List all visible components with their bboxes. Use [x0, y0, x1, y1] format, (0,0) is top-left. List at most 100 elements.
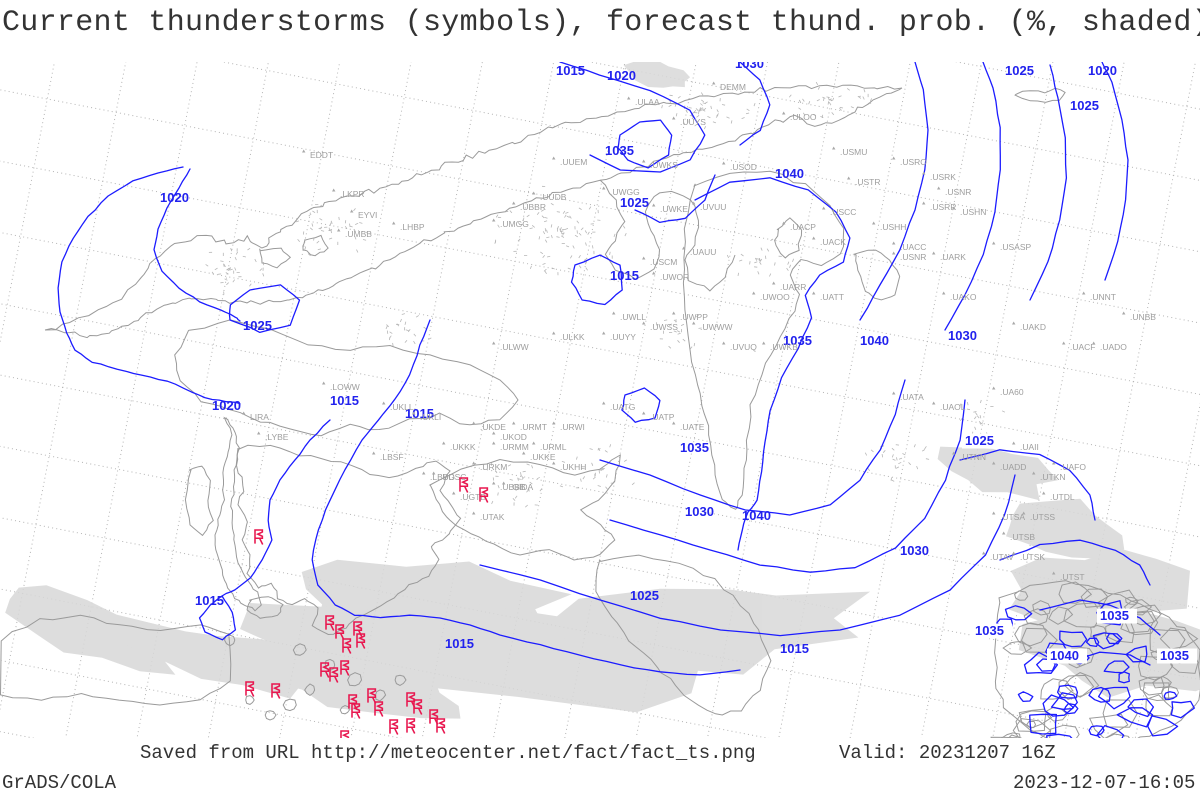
svg-text:.USCM: .USCM: [650, 257, 677, 267]
svg-text:1035: 1035: [605, 143, 634, 158]
svg-text:1025: 1025: [1070, 98, 1099, 113]
svg-text:.UACF: .UACF: [1070, 342, 1096, 352]
svg-text:.UNNT: .UNNT: [1090, 292, 1116, 302]
svg-text:.UUDB: .UUDB: [540, 192, 567, 202]
svg-text:.UACC: .UACC: [900, 242, 926, 252]
svg-text:.UARR: .UARR: [780, 282, 806, 292]
svg-text:.UKLI: .UKLI: [420, 412, 441, 422]
svg-text:.URMM: .URMM: [500, 442, 529, 452]
svg-text:.UTAK: .UTAK: [480, 512, 505, 522]
svg-text:.UTSA: .UTSA: [1000, 512, 1025, 522]
svg-text:1025: 1025: [630, 588, 659, 603]
svg-text:.UKLL: .UKLL: [390, 402, 414, 412]
svg-text:.UKKK: .UKKK: [450, 442, 476, 452]
svg-text:1040: 1040: [742, 508, 771, 523]
svg-text:1020: 1020: [607, 68, 636, 83]
svg-text:.LKPR: .LKPR: [340, 189, 365, 199]
svg-text:1025: 1025: [243, 318, 272, 333]
svg-text:.USHN: .USHN: [960, 207, 986, 217]
svg-text:1025: 1025: [1005, 63, 1034, 78]
svg-text:.ULWW: .ULWW: [500, 342, 529, 352]
svg-text:1025: 1025: [965, 433, 994, 448]
svg-text:.USRK: .USRK: [930, 172, 956, 182]
svg-text:.UAKD: .UAKD: [1020, 322, 1046, 332]
svg-text:.USNR: .USNR: [945, 187, 971, 197]
svg-text:1015: 1015: [445, 636, 474, 651]
svg-text:1015: 1015: [330, 393, 359, 408]
svg-text:.UWWW: .UWWW: [700, 322, 733, 332]
svg-text:1035: 1035: [975, 623, 1004, 638]
svg-text:1035: 1035: [1160, 648, 1189, 663]
svg-text:.UBBR: .UBBR: [520, 202, 546, 212]
svg-text:.UKHH: .UKHH: [560, 462, 586, 472]
svg-text:1040: 1040: [1050, 648, 1079, 663]
svg-text:.UTSB: .UTSB: [1010, 532, 1035, 542]
svg-text:.USASP: .USASP: [1000, 242, 1032, 252]
svg-text:.UVUQ: .UVUQ: [730, 342, 757, 352]
svg-text:EYVI: EYVI: [358, 210, 377, 220]
svg-text:.LHBP: .LHBP: [400, 222, 425, 232]
svg-text:.GIDA: .GIDA: [510, 482, 533, 492]
svg-text:.USOD: .USOD: [730, 162, 757, 172]
svg-text:1020: 1020: [160, 190, 189, 205]
svg-text:.UAII: .UAII: [1020, 442, 1039, 452]
svg-text:1035: 1035: [680, 440, 709, 455]
svg-text:.UATA: .UATA: [900, 392, 924, 402]
svg-text:.USHH: .USHH: [880, 222, 906, 232]
svg-text:.UA60: .UA60: [1000, 387, 1024, 397]
svg-text:.UAFO: .UAFO: [1060, 462, 1086, 472]
svg-text:.UUYY: .UUYY: [610, 332, 636, 342]
svg-text:.LYBE: .LYBE: [265, 432, 289, 442]
svg-text:.UACP: .UACP: [790, 222, 816, 232]
svg-text:.UACK: .UACK: [820, 237, 846, 247]
svg-text:.UKKE: .UKKE: [530, 452, 556, 462]
svg-text:.UKDE: .UKDE: [480, 422, 506, 432]
svg-text:.LOWW: .LOWW: [330, 382, 360, 392]
svg-text:.UWLL: .UWLL: [620, 312, 646, 322]
svg-text:.UUEM: .UUEM: [560, 157, 587, 167]
svg-text:.UWPP: .UWPP: [680, 312, 708, 322]
svg-text:.UTDL: .UTDL: [1050, 492, 1075, 502]
svg-text:.UVUU: .UVUU: [700, 202, 726, 212]
svg-text:.UAOL: .UAOL: [940, 402, 966, 412]
svg-text:1040: 1040: [860, 333, 889, 348]
svg-text:.URMT: .URMT: [520, 422, 547, 432]
svg-text:.LBBG: .LBBG: [430, 472, 455, 482]
svg-text:1030: 1030: [900, 543, 929, 558]
svg-text:.UTSS: .UTSS: [1030, 512, 1055, 522]
svg-text:EDDT: EDDT: [310, 150, 333, 160]
svg-text:.UAKO: .UAKO: [950, 292, 977, 302]
svg-text:.UTAV: .UTAV: [990, 552, 1014, 562]
svg-text:1030: 1030: [685, 504, 714, 519]
svg-text:1015: 1015: [195, 593, 224, 608]
svg-text:.UWGG: .UWGG: [610, 187, 640, 197]
svg-text:.UWOO: .UWOO: [760, 292, 790, 302]
svg-text:.UADD: .UADD: [1000, 462, 1026, 472]
svg-text:.UATG: .UATG: [610, 402, 635, 412]
svg-text:.USMU: .USMU: [840, 147, 867, 157]
svg-text:1020: 1020: [1088, 63, 1117, 78]
svg-text:.UATE: .UATE: [680, 422, 705, 432]
svg-text:1015: 1015: [556, 63, 585, 78]
svg-text:.UARK: .UARK: [940, 252, 966, 262]
svg-text:.UNBB: .UNBB: [1130, 312, 1156, 322]
svg-text:.UWOR: .UWOR: [660, 272, 689, 282]
svg-text:1015: 1015: [610, 268, 639, 283]
svg-text:.URML: .URML: [540, 442, 567, 452]
svg-text:.UATT: .UATT: [820, 292, 844, 302]
svg-text:.UWSS: .UWSS: [650, 322, 678, 332]
svg-text:LIRA: LIRA: [250, 412, 269, 422]
svg-text:.UTSK: .UTSK: [1020, 552, 1045, 562]
svg-text:.UUYS: .UUYS: [680, 117, 706, 127]
svg-text:1020: 1020: [212, 398, 241, 413]
svg-text:.LBSF: .LBSF: [380, 452, 404, 462]
svg-text:1015: 1015: [780, 641, 809, 656]
svg-text:.ULAA: .ULAA: [635, 97, 660, 107]
svg-text:.UMGG: .UMGG: [500, 219, 529, 229]
svg-text:1030: 1030: [948, 328, 977, 343]
svg-text:1035: 1035: [1100, 608, 1129, 623]
svg-text:.ULKK: .ULKK: [560, 332, 585, 342]
svg-text:.UADO: .UADO: [1100, 342, 1127, 352]
svg-text:.UWKB: .UWKB: [770, 342, 798, 352]
svg-text:.USNR: .USNR: [900, 252, 926, 262]
